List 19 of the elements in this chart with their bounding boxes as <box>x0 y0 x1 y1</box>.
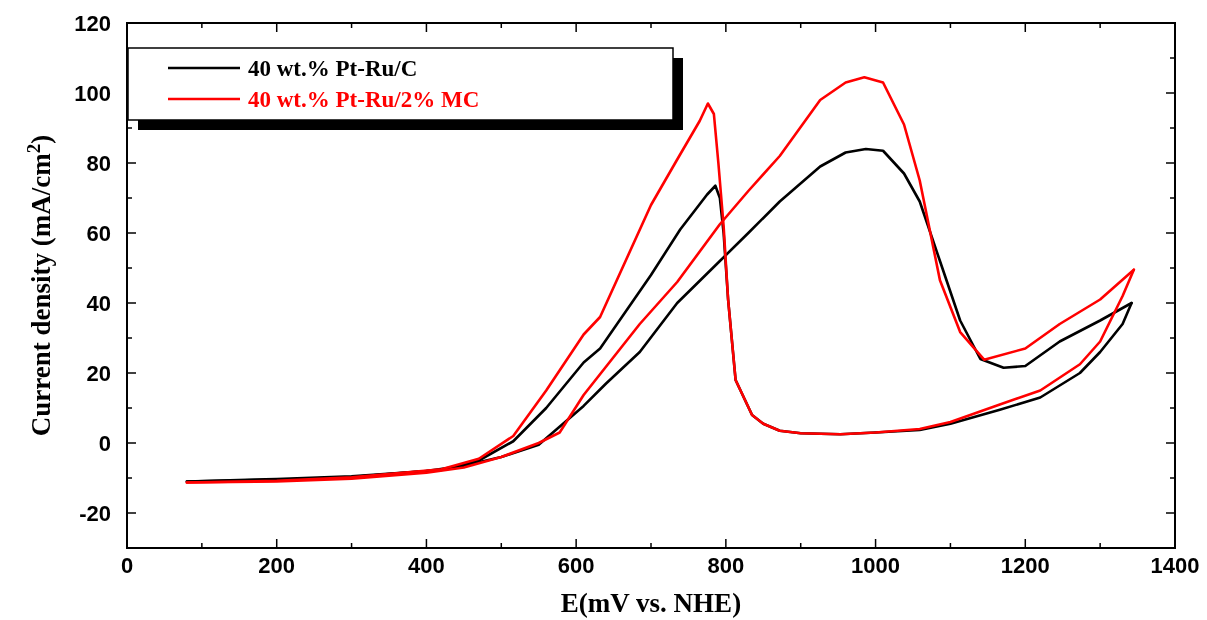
y-tick-label: 100 <box>74 80 111 106</box>
x-tick-label: 1400 <box>1150 553 1200 578</box>
x-axis-title: E(mV vs. NHE) <box>560 588 742 618</box>
legend-label: 40 wt.% Pt-Ru/C <box>248 56 418 82</box>
y-tick-label: 60 <box>86 220 111 246</box>
x-tick-label: 200 <box>258 553 296 578</box>
legend-label: 40 wt.% Pt-Ru/2% MC <box>248 87 480 113</box>
y-tick-label: 20 <box>86 360 111 386</box>
x-tick-label: 600 <box>557 553 595 578</box>
x-tick-label: 0 <box>120 553 134 578</box>
x-tick-label: 1200 <box>1000 553 1050 578</box>
y-tick-label: 40 <box>86 290 111 316</box>
y-tick-label: -20 <box>79 500 111 526</box>
x-tick-label: 1000 <box>851 553 901 578</box>
x-tick-label: 800 <box>707 553 745 578</box>
x-tick-label: 400 <box>408 553 445 578</box>
y-tick-label: 120 <box>74 10 111 36</box>
y-tick-label: 80 <box>86 150 111 176</box>
y-tick-label: 0 <box>98 430 111 456</box>
